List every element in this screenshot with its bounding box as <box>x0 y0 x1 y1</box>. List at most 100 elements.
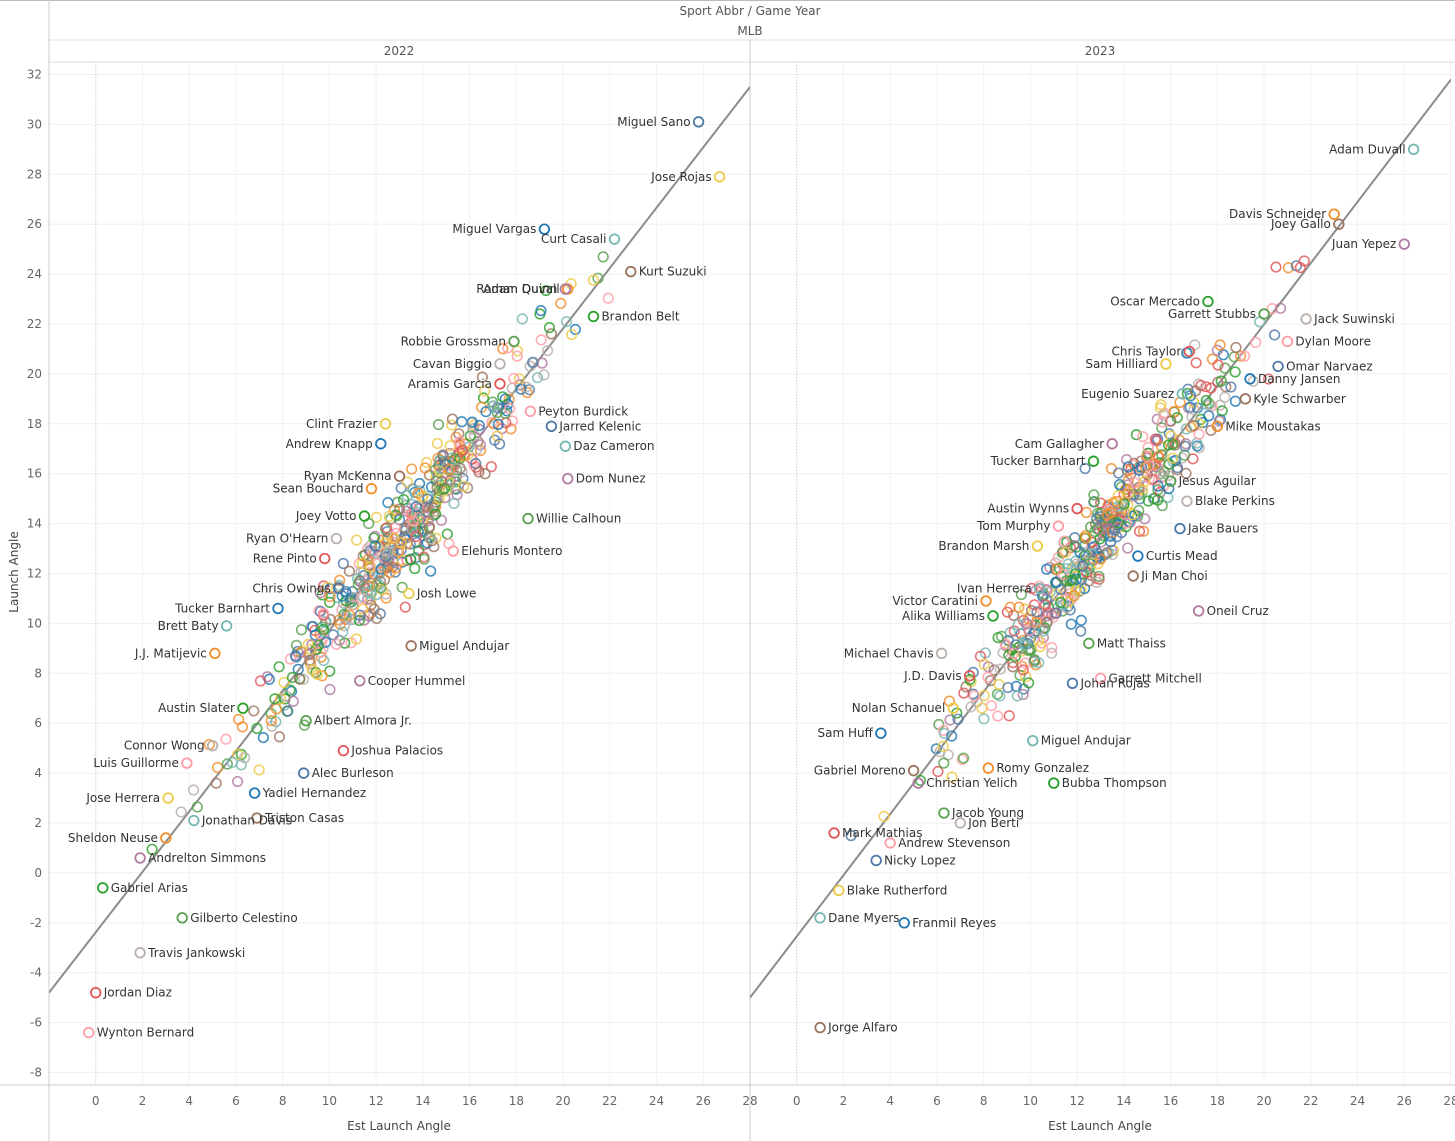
scatter-point <box>1058 535 1070 547</box>
scatter-point <box>427 502 439 514</box>
scatter-point <box>1229 366 1241 378</box>
scatter-point <box>432 418 445 431</box>
labeled-point <box>358 510 371 522</box>
labeled-point <box>692 116 705 128</box>
point-label: Roman Quinn <box>476 282 557 296</box>
labeled-point <box>1160 358 1172 370</box>
x-tick-label: 16 <box>462 1094 477 1108</box>
labeled-point <box>162 792 174 804</box>
labeled-point <box>562 472 574 485</box>
scatter-point <box>282 705 294 717</box>
point-label: Ivan Herrera <box>957 581 1032 595</box>
labeled-point <box>1034 582 1046 595</box>
scatter-point <box>1137 525 1150 537</box>
scatter-point <box>538 369 550 381</box>
scatter-point <box>343 609 356 621</box>
point-label: Romy Gonzalez <box>996 761 1089 775</box>
scatter-point <box>1152 494 1164 506</box>
x-tick-label: 24 <box>1350 1094 1365 1108</box>
point-label: Austin Slater <box>158 701 235 715</box>
scatter-point <box>273 731 286 743</box>
scatter-point <box>446 413 459 425</box>
labeled-point <box>559 283 572 295</box>
scatter-point <box>1013 601 1025 613</box>
scatter-point <box>1095 553 1107 565</box>
scatter-point <box>1008 625 1020 637</box>
scatter-point <box>1041 616 1053 628</box>
point-label: Adam Duvall <box>1329 142 1405 156</box>
scatter-point <box>317 607 330 619</box>
scatter-point <box>520 381 532 393</box>
scatter-point <box>398 531 411 543</box>
scatter-point <box>270 716 282 728</box>
scatter-point <box>985 700 998 712</box>
scatter-point <box>1274 302 1287 314</box>
labeled-point <box>1333 218 1345 230</box>
scatter-point <box>273 661 285 673</box>
labeled-point <box>1031 540 1044 552</box>
scatter-point <box>362 554 374 566</box>
x-tick-label: 26 <box>696 1094 711 1108</box>
labeled-point <box>181 757 193 769</box>
labeled-point <box>206 739 219 752</box>
labeled-point <box>1087 455 1100 467</box>
labeled-point <box>1083 637 1095 650</box>
x-tick-label: 24 <box>649 1094 664 1108</box>
point-label: Nicky Lopez <box>884 853 955 867</box>
scatter-point <box>456 416 468 428</box>
header-title: Sport Abbr / Game Year <box>679 4 820 18</box>
scatter-point <box>1031 606 1043 618</box>
point-label: Blake Perkins <box>1195 494 1275 508</box>
scatter-point <box>992 632 1004 644</box>
scatter-point <box>448 497 460 510</box>
point-label: Connor Wong <box>124 739 205 753</box>
scatter-point <box>1230 341 1242 354</box>
labeled-point <box>300 715 312 727</box>
scatter-point <box>1112 517 1124 529</box>
point-label: Aramis Garcia <box>408 377 492 391</box>
point-label: Mark Mathias <box>842 826 922 840</box>
point-label: Blake Rutherford <box>847 883 948 897</box>
scatter-point <box>1200 398 1212 410</box>
scatter-point <box>1214 339 1226 351</box>
scatter-point <box>471 444 483 456</box>
scatter-point <box>382 546 394 558</box>
x-tick-label: 14 <box>415 1094 430 1108</box>
scatter-point <box>175 806 187 818</box>
scatter-point <box>1019 639 1031 652</box>
scatter-point <box>1091 512 1103 525</box>
scatter-point <box>410 500 422 513</box>
y-tick-label: 6 <box>34 716 42 730</box>
scatter-point <box>232 748 244 761</box>
y-tick-label: -6 <box>30 1016 42 1030</box>
scatter-point <box>411 506 423 518</box>
scatter-point <box>1189 385 1202 397</box>
scatter-point <box>1214 399 1226 411</box>
labeled-point <box>1106 438 1118 450</box>
scatter-point <box>278 676 290 689</box>
scatter-point <box>1149 433 1162 445</box>
labeled-point <box>1181 495 1193 507</box>
labeled-point <box>587 310 600 323</box>
scatter-point <box>375 582 387 594</box>
point-label: Jon Berti <box>967 816 1019 830</box>
labeled-point <box>319 552 331 565</box>
scatter-point <box>1156 440 1168 453</box>
scatter-point <box>1003 710 1015 722</box>
scatter-point <box>1055 583 1067 596</box>
scatter-point <box>324 596 336 608</box>
scatter-point <box>324 591 336 603</box>
labeled-point <box>405 640 417 652</box>
scatter-point <box>1215 375 1227 387</box>
scatter-point <box>355 576 367 588</box>
labeled-point <box>1192 605 1205 617</box>
scatter-point <box>1088 489 1100 501</box>
labeled-point <box>625 265 637 278</box>
scatter-point <box>1193 378 1205 390</box>
scatter-point <box>1046 641 1058 654</box>
x-tick-label: 20 <box>555 1094 570 1108</box>
scatter-point <box>453 428 465 440</box>
scatter-point <box>399 601 411 613</box>
scatter-point <box>1229 395 1242 407</box>
y-tick-label: 14 <box>27 517 42 531</box>
